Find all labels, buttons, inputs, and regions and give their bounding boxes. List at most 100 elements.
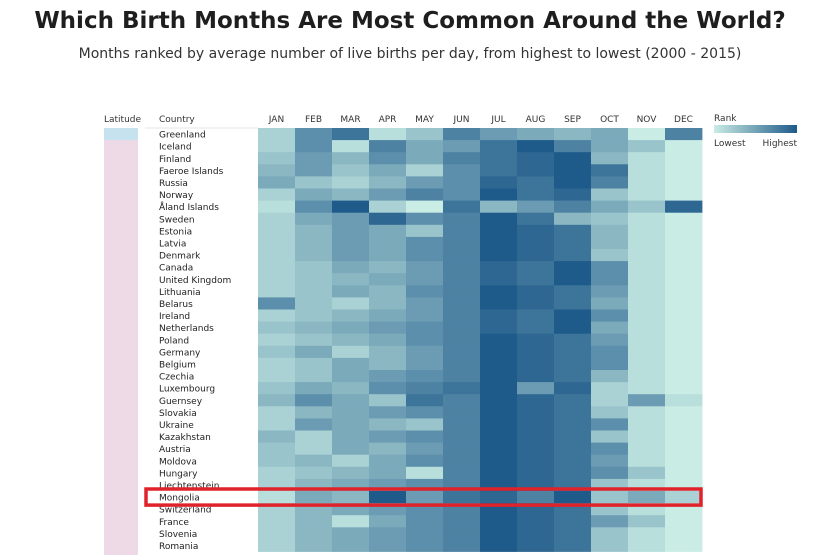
heatmap-cell xyxy=(554,430,592,443)
country-label: Sweden xyxy=(159,215,195,225)
heatmap-cell xyxy=(443,176,481,189)
heatmap-cell xyxy=(591,345,629,359)
heatmap-cell xyxy=(406,370,444,383)
month-header-feb: FEB xyxy=(305,115,322,125)
heatmap-cell xyxy=(295,357,333,371)
heatmap-cell xyxy=(480,140,518,153)
heatmap-cell xyxy=(665,128,703,141)
heatmap-cell xyxy=(443,140,481,153)
heatmap-cell xyxy=(406,491,444,504)
heatmap-cell xyxy=(406,406,444,419)
heatmap-cell xyxy=(369,273,407,286)
heatmap-cell xyxy=(665,345,703,359)
heatmap-cell xyxy=(480,321,518,335)
heatmap-cell xyxy=(443,333,481,347)
month-header-jul: JUL xyxy=(490,115,505,125)
heatmap-cell xyxy=(591,297,629,310)
heatmap-cell xyxy=(554,297,592,310)
heatmap-cell xyxy=(554,333,592,347)
table-row: Germany xyxy=(159,345,703,359)
heatmap-cell xyxy=(258,418,296,431)
heatmap-cell xyxy=(258,140,296,153)
heatmap-cell xyxy=(591,442,629,456)
heatmap-cell xyxy=(369,200,407,214)
heatmap-cell xyxy=(443,370,481,383)
table-row: Finland xyxy=(159,152,703,165)
heatmap-cell xyxy=(517,297,555,310)
heatmap-cell xyxy=(554,309,592,322)
heatmap-cell xyxy=(591,212,629,226)
heatmap-cell xyxy=(554,152,592,165)
heatmap-cell xyxy=(258,249,296,262)
heatmap-cell xyxy=(665,406,703,419)
heatmap-cell xyxy=(369,430,407,443)
heatmap-cell xyxy=(406,442,444,456)
table-row: Denmark xyxy=(159,249,703,262)
heatmap-cell xyxy=(258,321,296,335)
country-label: Austria xyxy=(159,445,191,455)
heatmap-cell xyxy=(554,212,592,226)
month-headers: JAN FEB MAR APR MAY JUN JUL AUG SEP OCT NOV DEC xyxy=(268,115,693,125)
heatmap-cell xyxy=(628,309,666,322)
heatmap-cell xyxy=(406,333,444,347)
heatmap-cell xyxy=(443,309,481,322)
heatmap-cell xyxy=(665,418,703,431)
month-header-nov: NOV xyxy=(637,115,658,125)
table-row: Åland Islands xyxy=(159,200,703,214)
heatmap-cell xyxy=(665,539,703,552)
month-header-dec: DEC xyxy=(674,115,693,125)
heatmap-cell xyxy=(517,188,555,201)
heatmap-cell xyxy=(480,382,518,395)
table-row: Slovakia xyxy=(159,406,703,419)
heatmap-cell xyxy=(628,236,666,250)
heatmap-cell xyxy=(332,491,370,504)
heatmap-cell xyxy=(295,539,333,552)
month-header-oct: OCT xyxy=(600,115,619,125)
heatmap-cell xyxy=(665,382,703,395)
country-label: Guernsey xyxy=(159,397,203,407)
country-label: Canada xyxy=(159,264,193,274)
heatmap-cell xyxy=(591,200,629,214)
heatmap-cell xyxy=(517,491,555,504)
heatmap-cell xyxy=(628,382,666,395)
heatmap-cell xyxy=(406,382,444,395)
heatmap-cell xyxy=(332,188,370,201)
country-label: Norway xyxy=(159,191,194,201)
heatmap-cell xyxy=(332,164,370,177)
heatmap-cell xyxy=(628,285,666,298)
heatmap-cell xyxy=(628,357,666,371)
heatmap-cell xyxy=(628,176,666,189)
country-label: Poland xyxy=(159,336,189,346)
heatmap-cell xyxy=(628,515,666,528)
heatmap-cell xyxy=(332,418,370,431)
country-label: Ukraine xyxy=(159,421,194,431)
country-label: Belarus xyxy=(159,300,193,310)
heatmap-cell xyxy=(517,466,555,480)
country-label: Åland Islands xyxy=(159,201,219,213)
heatmap-cell xyxy=(665,176,703,189)
table-row: Faeroe Islands xyxy=(159,164,703,177)
country-label: Faeroe Islands xyxy=(159,167,224,177)
heatmap-cell xyxy=(517,370,555,383)
heatmap-cell xyxy=(665,164,703,177)
heatmap-cell xyxy=(369,418,407,431)
heatmap-cell xyxy=(480,370,518,383)
heatmap-cell xyxy=(258,273,296,286)
heatmap-cell xyxy=(517,454,555,468)
heatmap-cell xyxy=(591,285,629,298)
heatmap-cell xyxy=(554,382,592,395)
heatmap-cell xyxy=(665,370,703,383)
heatmap-cell xyxy=(628,394,666,407)
heatmap-cell xyxy=(369,164,407,177)
heatmap-cell xyxy=(665,249,703,262)
heatmap-cell xyxy=(406,527,444,540)
heatmap-cell xyxy=(628,539,666,552)
heatmap-cell xyxy=(295,152,333,165)
heatmap-cell xyxy=(628,249,666,262)
heatmap-cell xyxy=(406,188,444,201)
table-row: Ukraine xyxy=(159,418,703,431)
heatmap-cell xyxy=(443,249,481,262)
heatmap-cell xyxy=(554,442,592,456)
heatmap-cell xyxy=(591,176,629,189)
